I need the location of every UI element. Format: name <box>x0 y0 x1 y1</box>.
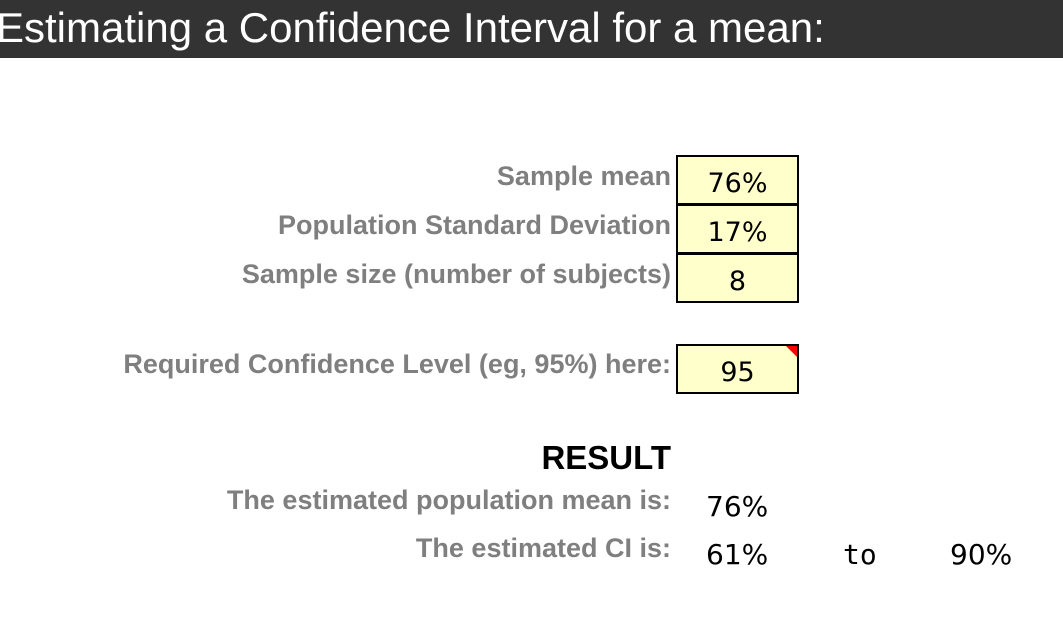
sample-size-input-cell[interactable]: 8 <box>676 253 799 303</box>
confidence-level-input-cell[interactable]: 95 <box>676 344 799 394</box>
std-dev-label: Population Standard Deviation <box>277 210 671 240</box>
title-bar: Estimating a Confidence Interval for a m… <box>0 0 1063 58</box>
estimated-mean-value: 76% <box>706 490 769 523</box>
ci-upper-value: 90% <box>950 538 1013 571</box>
result-heading: RESULT <box>541 439 671 476</box>
sample-size-label: Sample size (number of subjects) <box>241 259 671 289</box>
comment-indicator-icon[interactable] <box>786 346 797 357</box>
sample-mean-value: 76% <box>707 167 768 199</box>
estimated-mean-label: The estimated population mean is: <box>226 485 671 515</box>
confidence-level-label: Required Confidence Level (eg, 95%) here… <box>123 349 671 379</box>
estimated-ci-label: The estimated CI is: <box>415 533 671 563</box>
std-dev-value: 17% <box>707 216 768 248</box>
ci-to-text: to <box>843 538 877 571</box>
sample-size-value: 8 <box>728 265 747 297</box>
page-title: Estimating a Confidence Interval for a m… <box>0 4 825 51</box>
ci-lower-value: 61% <box>706 538 769 571</box>
std-dev-input-cell[interactable]: 17% <box>676 204 799 254</box>
sample-mean-input-cell[interactable]: 76% <box>676 155 799 205</box>
sample-mean-label: Sample mean <box>496 161 671 191</box>
confidence-level-value: 95 <box>720 356 755 388</box>
